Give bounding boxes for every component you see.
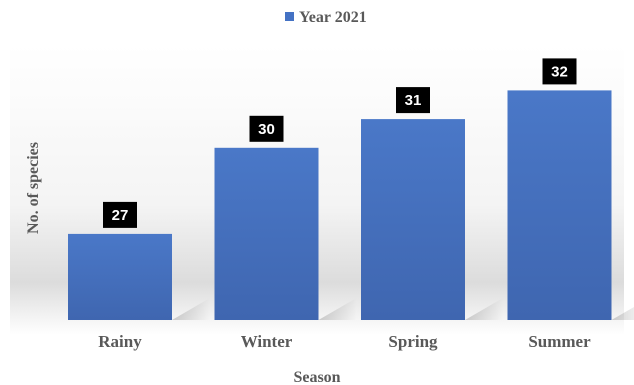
data-label-rainy: 27 — [112, 207, 129, 224]
x-axis-title: Season — [293, 369, 340, 385]
x-tick-label-spring: Spring — [388, 332, 438, 351]
data-label-winter: 30 — [258, 121, 275, 138]
x-tick-label-rainy: Rainy — [98, 332, 142, 351]
x-tick-label-winter: Winter — [241, 332, 293, 351]
bar-shadow-spring — [465, 298, 503, 320]
legend-label-year-2021: Year 2021 — [299, 9, 367, 26]
legend: Year 2021 — [285, 9, 367, 26]
data-label-box-rainy — [103, 201, 137, 228]
bar-spring — [361, 119, 465, 320]
bar-shadows — [172, 298, 634, 320]
legend-swatch-year-2021 — [285, 12, 294, 21]
bar-shadow-rainy — [172, 298, 210, 320]
bar-shadow-winter — [318, 298, 357, 320]
data-label-box-winter — [249, 115, 284, 142]
bar-winter — [214, 147, 319, 320]
bar-summer — [507, 90, 612, 321]
bar-rainy — [68, 233, 172, 320]
data-label-summer: 32 — [551, 63, 568, 80]
bar-shadow-summer — [611, 306, 634, 320]
data-label-box-spring — [396, 87, 430, 114]
data-label-box-summer — [542, 58, 577, 85]
x-tick-labels: Rainy Winter Spring Summer — [98, 332, 591, 351]
bars-group — [68, 90, 612, 321]
data-labels-group: 27 30 31 32 — [103, 58, 577, 228]
data-label-spring: 31 — [405, 92, 422, 109]
x-tick-label-summer: Summer — [528, 332, 591, 351]
y-axis-title: No. of species — [25, 142, 42, 234]
